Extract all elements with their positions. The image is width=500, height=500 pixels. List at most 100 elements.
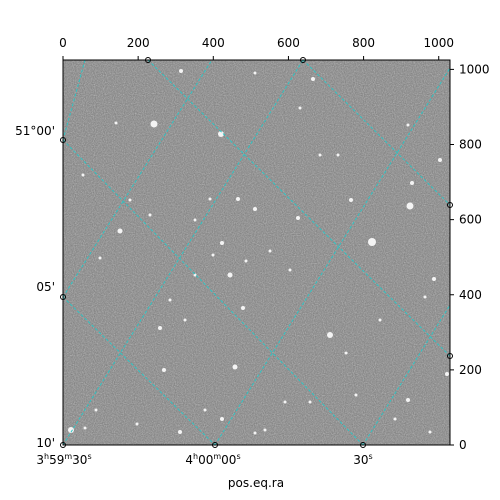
- star-field: [68, 69, 449, 435]
- star: [445, 372, 449, 376]
- right-tick-label: 0: [459, 438, 467, 452]
- star: [150, 120, 158, 128]
- grid-frame-tick: [60, 137, 66, 143]
- star: [253, 431, 257, 435]
- star: [220, 241, 224, 245]
- grid-line: [302, 60, 450, 206]
- grid-line: [63, 60, 86, 141]
- star: [178, 430, 182, 434]
- star: [263, 428, 267, 432]
- star: [283, 400, 287, 404]
- left-dec-axis: 10' 05' 51°00': [15, 124, 55, 450]
- x-axis-label: pos.eq.ra: [228, 476, 284, 490]
- top-tick-label: 600: [277, 36, 300, 50]
- grid-frame-tick: [212, 442, 218, 448]
- star: [344, 351, 348, 355]
- grid-frame-tick: [60, 294, 66, 300]
- star: [241, 306, 245, 310]
- star: [81, 173, 85, 177]
- star: [354, 393, 358, 397]
- star: [227, 272, 233, 278]
- star: [253, 207, 257, 211]
- bottom-ra-axis: 3h59m30s 4h00m00s 30s pos.eq.ra: [36, 452, 372, 490]
- star: [98, 256, 102, 260]
- grid-line: [63, 60, 213, 298]
- top-tick-label: 800: [352, 36, 375, 50]
- right-tick-label: 400: [459, 288, 482, 302]
- star: [298, 106, 302, 110]
- star: [94, 408, 98, 412]
- star: [308, 400, 312, 404]
- star: [83, 426, 87, 430]
- coordinate-grid: [63, 60, 450, 445]
- grid-frame-tick: [360, 442, 366, 448]
- star: [193, 218, 197, 222]
- top-tick-label: 400: [202, 36, 225, 50]
- star: [406, 123, 410, 127]
- star: [253, 71, 257, 75]
- plot-frame: [62, 59, 451, 446]
- star: [378, 318, 382, 322]
- star: [244, 259, 248, 263]
- star: [288, 268, 292, 272]
- star: [135, 422, 139, 426]
- grid-line: [147, 60, 450, 357]
- ra-tick-label-3: 30s: [353, 452, 372, 467]
- star: [203, 408, 207, 412]
- top-pixel-axis: 0 200 400 600 800 1000: [59, 36, 454, 60]
- star: [211, 253, 215, 257]
- star: [183, 318, 187, 322]
- dec-tick-label: 05': [36, 280, 55, 294]
- star: [117, 228, 123, 234]
- star: [158, 326, 162, 330]
- grid-frame-tick: [447, 202, 453, 208]
- ra-tick-label-2: 4h00m00s: [185, 452, 240, 467]
- star: [438, 158, 442, 162]
- star: [208, 197, 212, 201]
- top-tick-label: 200: [127, 36, 150, 50]
- star: [393, 417, 397, 421]
- star: [236, 197, 240, 201]
- star: [68, 427, 74, 433]
- right-tick-label: 800: [459, 138, 482, 152]
- right-pixel-axis: 0 200 400 600 800 1000: [450, 62, 490, 452]
- star: [193, 273, 197, 277]
- grid-frame-tick: [145, 57, 151, 63]
- star: [327, 332, 333, 338]
- star: [220, 417, 224, 421]
- sky-noise: [63, 60, 450, 445]
- sky-image: [63, 60, 450, 445]
- dec-tick-label: 10': [36, 436, 55, 450]
- star: [148, 213, 152, 217]
- grid-line: [214, 67, 450, 445]
- star: [114, 121, 118, 125]
- star: [336, 153, 340, 157]
- star: [406, 398, 410, 402]
- star: [218, 131, 224, 137]
- right-tick-label: 1000: [459, 62, 490, 76]
- dec-tick-label: 51°00': [15, 124, 55, 138]
- star: [368, 238, 376, 246]
- star: [428, 430, 432, 434]
- grid-frame-tick: [300, 57, 306, 63]
- star: [128, 198, 132, 202]
- star: [311, 77, 315, 81]
- grid-frame-tick: [60, 442, 66, 448]
- star: [179, 69, 183, 73]
- star: [296, 216, 300, 220]
- star: [168, 298, 172, 302]
- grid-line: [63, 60, 304, 445]
- grid-line: [63, 139, 364, 445]
- star: [432, 277, 436, 281]
- star: [268, 249, 272, 253]
- top-tick-label: 0: [59, 36, 67, 50]
- grid-frame-tick: [447, 353, 453, 359]
- star: [410, 181, 414, 185]
- star: [162, 368, 166, 372]
- right-tick-label: 600: [459, 213, 482, 227]
- star: [232, 364, 238, 370]
- grid-line: [63, 296, 216, 445]
- ra-tick-label-1: 3h59m30s: [36, 452, 91, 467]
- star: [406, 202, 414, 210]
